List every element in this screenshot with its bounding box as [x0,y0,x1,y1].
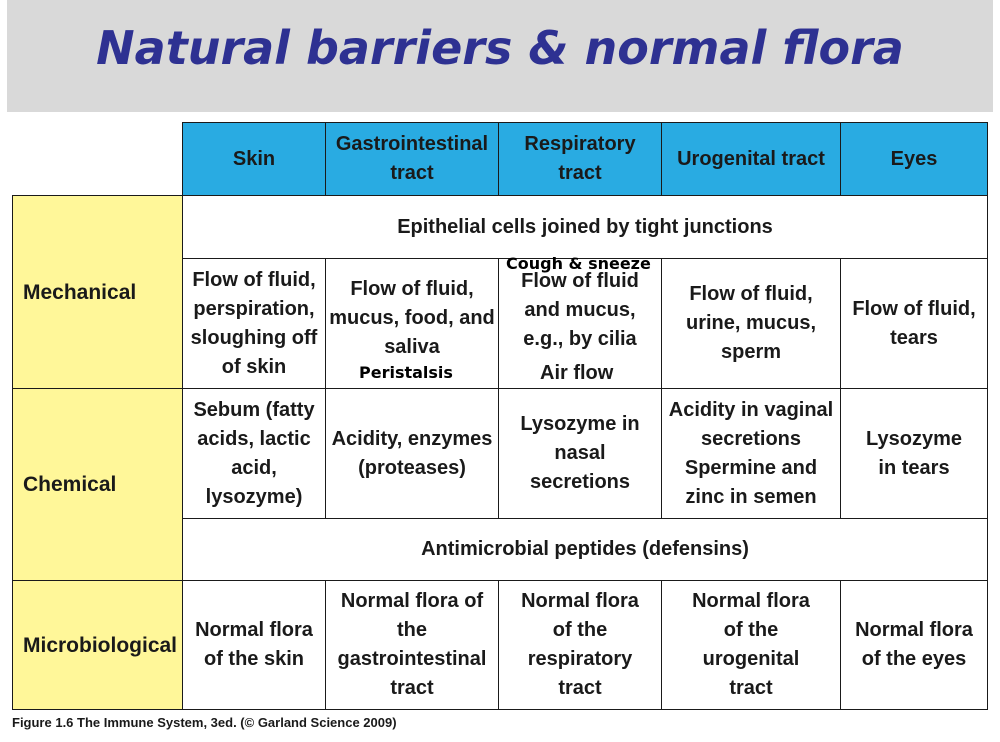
mechanical-respiratory-cell: Flow of fluid and mucus, e.g., by cilia [498,258,662,389]
column-header-urogenital: Urogenital tract [661,122,841,196]
peristalsis-annotation: Peristalsis [359,363,453,382]
row-header-microbiological: Microbiological [12,580,183,710]
chemical-eyes-cell: Lysozyme in tears [840,388,988,519]
microbiological-gi-cell: Normal flora of the gastrointestinal tra… [325,580,499,710]
chemical-urogenital-cell: Acidity in vaginal secretions Spermine a… [661,388,841,519]
title-bar: Natural barriers & normal flora [7,0,993,112]
mechanical-skin-cell: Flow of fluid, perspiration, sloughing o… [182,258,326,389]
cough-sneeze-annotation: Cough & sneeze [506,254,651,273]
microbiological-skin-cell: Normal flora of the skin [182,580,326,710]
row-header-chemical: Chemical [12,388,183,581]
mechanical-eyes-cell: Flow of fluid, tears [840,258,988,389]
chemical-span-cell: Antimicrobial peptides (defensins) [182,518,988,581]
mechanical-urogenital-cell: Flow of fluid, urine, mucus, sperm [661,258,841,389]
chemical-respiratory-cell: Lysozyme in nasal secretions [498,388,662,519]
airflow-annotation: Air flow [540,362,614,384]
figure-caption: Figure 1.6 The Immune System, 3ed. (© Ga… [12,715,397,730]
chemical-gi-cell: Acidity, enzymes (proteases) [325,388,499,519]
column-header-skin: Skin [182,122,326,196]
column-header-respiratory: Respiratory tract [498,122,662,196]
column-header-eyes: Eyes [840,122,988,196]
row-header-mechanical: Mechanical [12,195,183,389]
microbiological-respiratory-cell: Normal flora of the respiratory tract [498,580,662,710]
chemical-skin-cell: Sebum (fatty acids, lactic acid, lysozym… [182,388,326,519]
mechanical-span-cell: Epithelial cells joined by tight junctio… [182,195,988,259]
microbiological-urogenital-cell: Normal flora of the urogenital tract [661,580,841,710]
mechanical-gi-cell: Flow of fluid, mucus, food, and saliva [325,258,499,389]
column-header-gastrointestinal: Gastrointestinal tract [325,122,499,196]
slide-title: Natural barriers & normal flora [96,21,904,75]
microbiological-eyes-cell: Normal flora of the eyes [840,580,988,710]
